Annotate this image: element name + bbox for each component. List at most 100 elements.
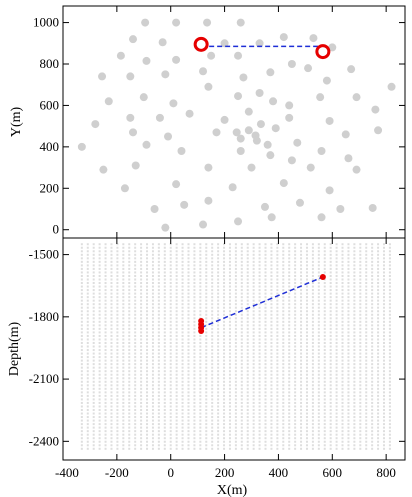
string-dom [104,260,107,263]
string-dom [377,433,380,436]
string-dom [317,264,320,267]
string-dom [252,370,255,373]
string-dom [80,313,83,316]
string-dom [288,267,291,270]
string-dom [104,394,107,397]
string-dom [317,306,320,309]
string-dom [146,324,149,327]
string-dom [116,370,119,373]
string-dom [228,426,231,429]
string-dom [341,419,344,422]
string-dom [205,419,208,422]
string-dom [151,405,154,408]
string-dom [288,444,291,447]
string-dom [128,246,131,249]
string-dom [217,246,220,249]
string-dom [223,423,226,426]
string-dom [211,377,214,380]
string-dom [359,264,362,267]
string-dom [163,341,166,344]
station-point [180,200,189,209]
string-dom [377,278,380,281]
string-dom [134,341,137,344]
string-dom [128,264,131,267]
string-dom [294,423,297,426]
string-dom [323,398,326,401]
string-dom [223,408,226,411]
string-dom [187,408,190,411]
string-dom [258,426,261,429]
string-dom [110,426,113,429]
string-dom [323,289,326,292]
string-dom [205,394,208,397]
string-dom [246,264,249,267]
string-dom [382,437,385,440]
bottom-string-layer [80,243,391,450]
station-point [244,126,253,135]
string-dom [335,296,338,299]
string-dom [276,370,279,373]
string-dom [276,253,279,256]
string-dom [205,327,208,330]
string-dom [151,387,154,390]
string-dom [205,405,208,408]
string-dom [252,391,255,394]
string-dom [335,317,338,320]
string-dom [163,398,166,401]
string-dom [335,352,338,355]
string-dom [270,253,273,256]
string-dom [323,334,326,337]
string-dom [264,437,267,440]
string-dom [341,341,344,344]
string-dom [116,430,119,433]
string-dom [388,285,391,288]
string-dom [305,356,308,359]
string-dom [128,370,131,373]
string-dom [228,271,231,274]
string-dom [92,352,95,355]
x-tick-label: -400 [55,465,79,480]
string-dom [205,412,208,415]
string-dom [199,243,202,246]
string-dom [323,363,326,366]
string-dom [388,282,391,285]
string-dom [371,282,374,285]
string-dom [282,408,285,411]
string-dom [282,317,285,320]
string-dom [169,317,172,320]
string-dom [382,274,385,277]
string-dom [234,373,237,376]
string-dom [270,250,273,253]
string-dom [382,349,385,352]
string-dom [187,349,190,352]
string-dom [122,246,125,249]
string-dom [388,423,391,426]
string-dom [252,345,255,348]
string-dom [264,444,267,447]
string-dom [347,271,350,274]
string-dom [270,352,273,355]
string-dom [388,331,391,334]
station-point [341,130,350,139]
string-dom [335,345,338,348]
string-dom [140,444,143,447]
string-dom [240,384,243,387]
string-dom [169,387,172,390]
string-dom [341,433,344,436]
string-dom [86,282,89,285]
string-dom [157,267,160,270]
string-dom [264,306,267,309]
string-dom [353,303,356,306]
string-dom [353,377,356,380]
string-dom [329,356,332,359]
string-dom [353,253,356,256]
string-dom [217,296,220,299]
string-dom [175,341,178,344]
string-dom [388,324,391,327]
string-dom [323,440,326,443]
string-dom [329,433,332,436]
string-dom [282,338,285,341]
string-dom [382,246,385,249]
string-dom [258,391,261,394]
string-dom [240,440,243,443]
